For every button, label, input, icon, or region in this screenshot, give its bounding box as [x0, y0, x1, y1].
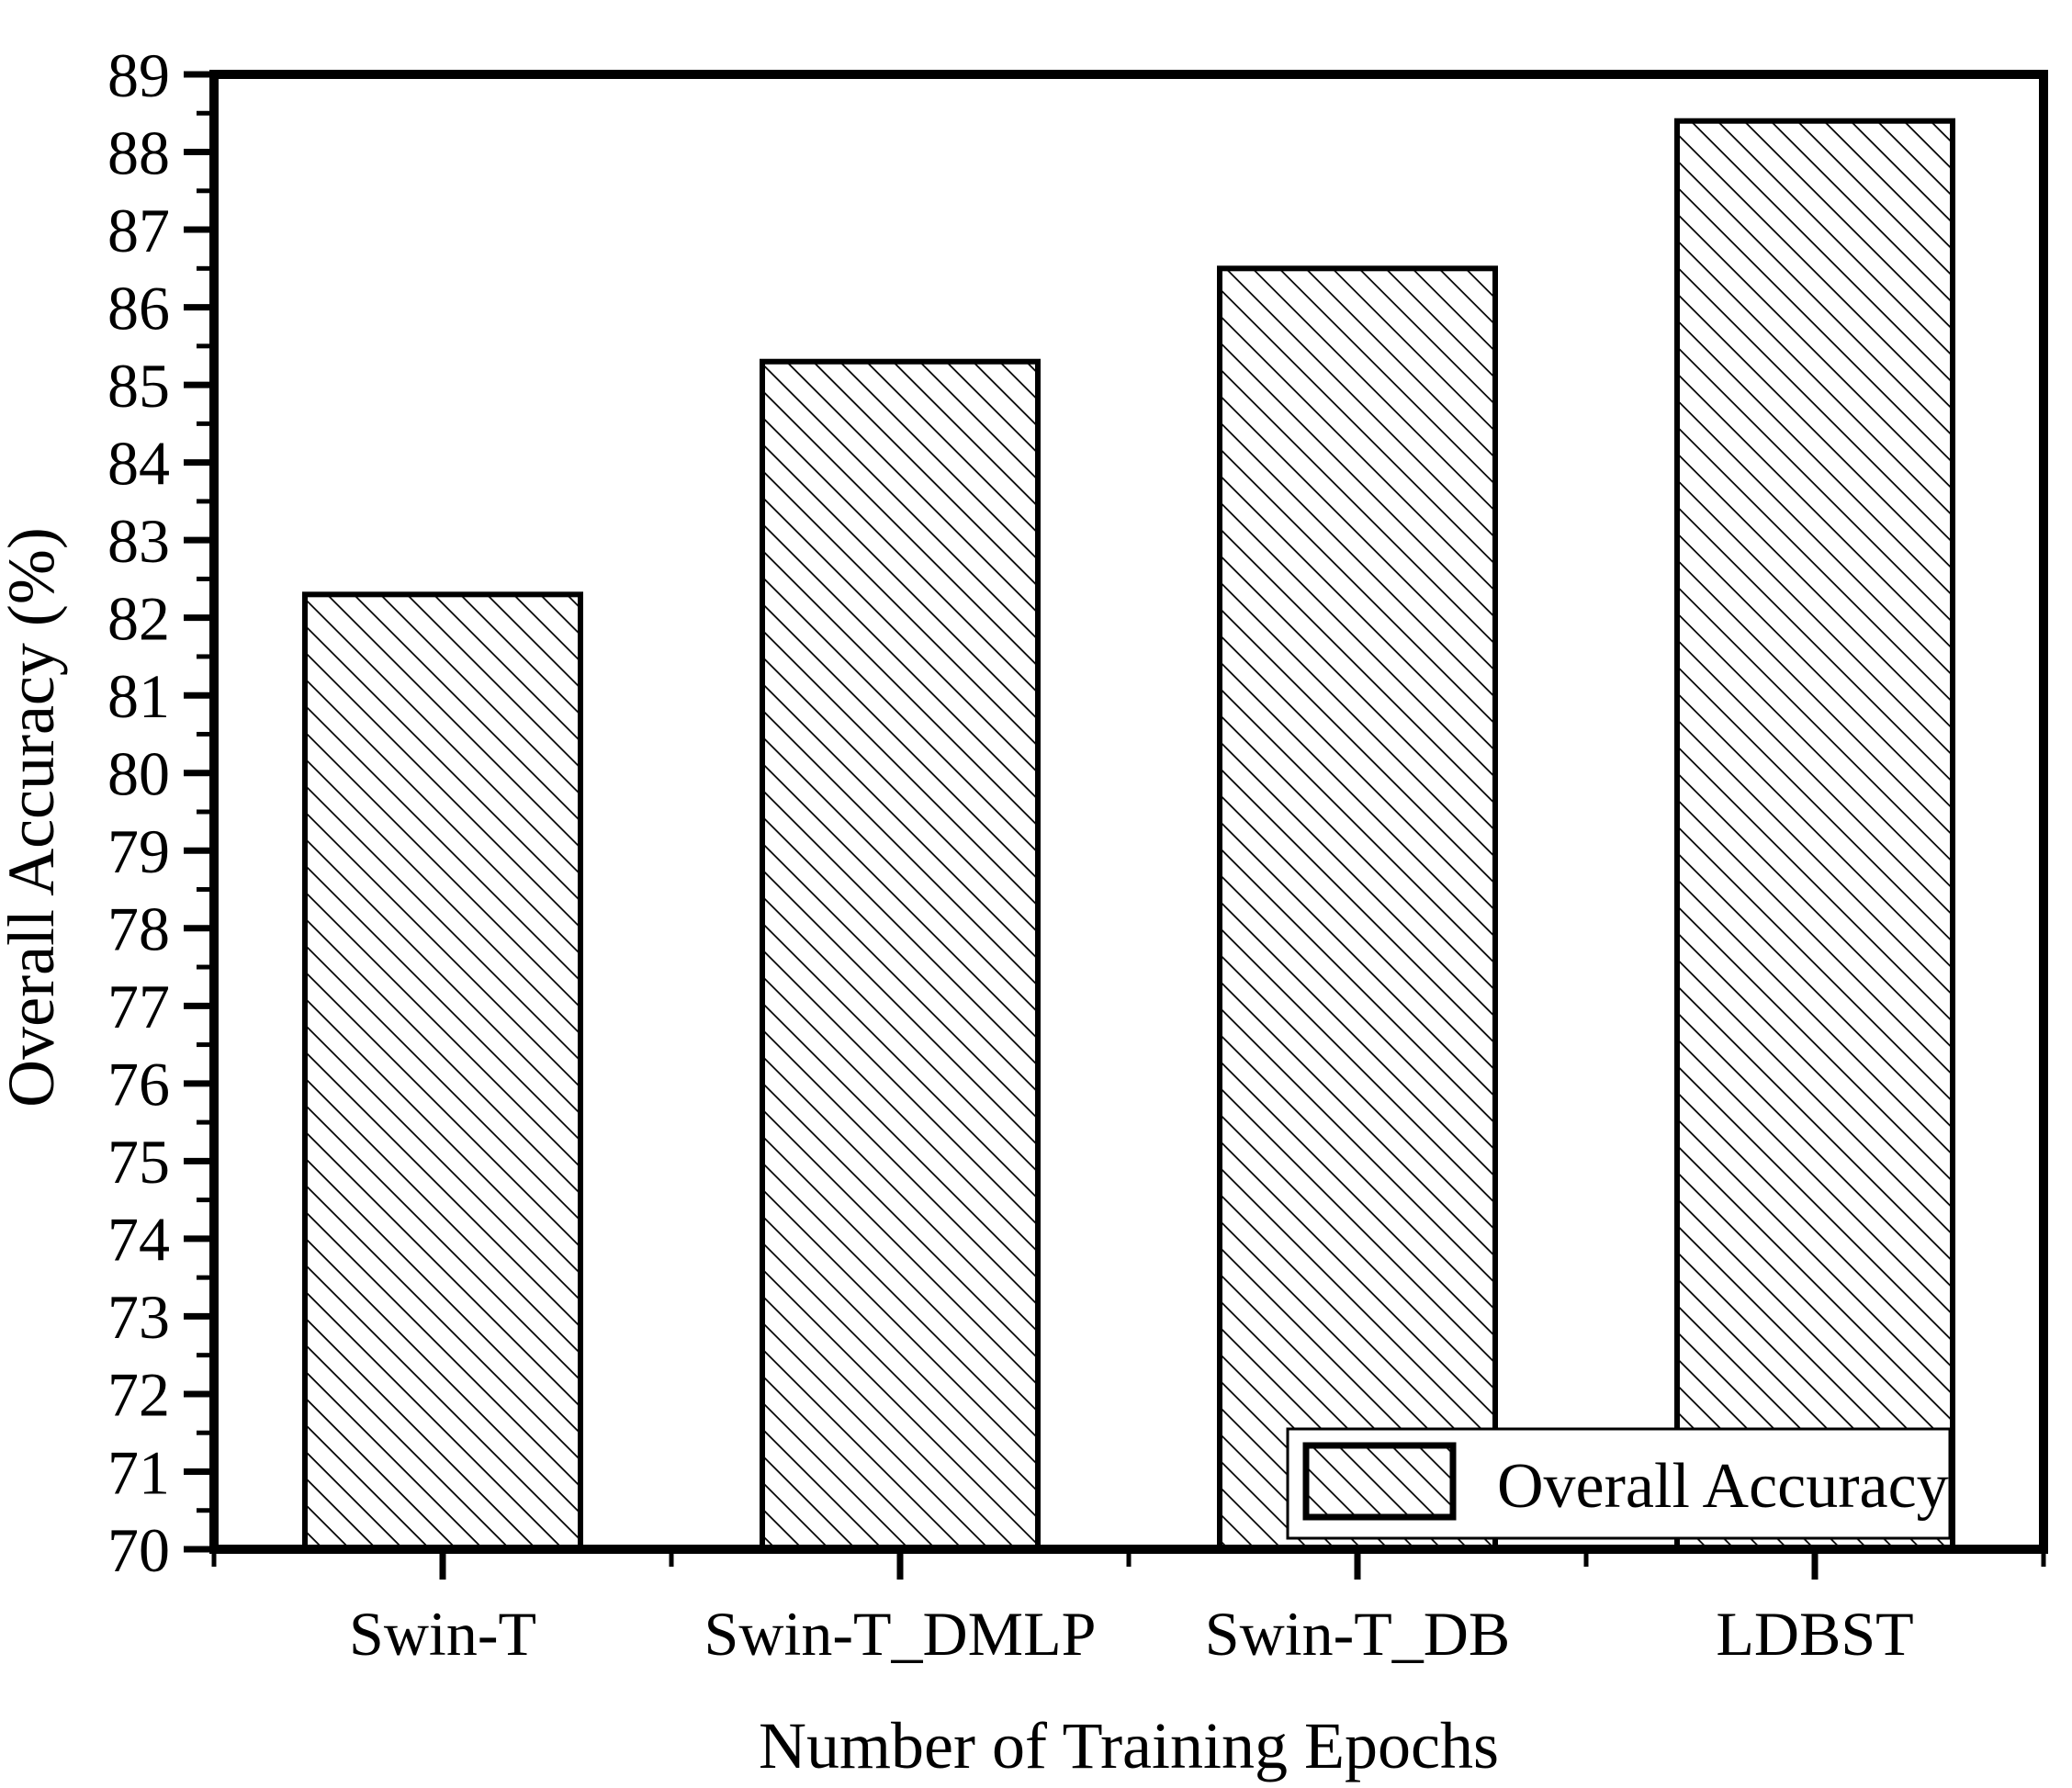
- y-tick-label-82: 82: [107, 583, 170, 653]
- bars-group: [302, 118, 1955, 1553]
- y-tick-label-87: 87: [107, 196, 170, 265]
- y-tick-label-71: 71: [107, 1437, 170, 1507]
- legend-swatch-hatch-icon: [1302, 1442, 1457, 1521]
- y-tick-label-84: 84: [107, 428, 170, 498]
- y-tick-label-88: 88: [107, 118, 170, 187]
- axes-group: [209, 70, 2048, 1554]
- bar-swin-t-db: [1217, 265, 1498, 1552]
- category-labels-group: Swin-T Swin-T_DMLP Swin-T_DB LDBST: [349, 1599, 1914, 1669]
- y-tick-label-78: 78: [107, 894, 170, 964]
- y-tick-label-76: 76: [107, 1050, 170, 1119]
- x-axis-title: Number of Training Epochs: [759, 1709, 1499, 1782]
- y-tick-label-81: 81: [107, 661, 170, 731]
- y-tick-label-83: 83: [107, 506, 170, 576]
- y-tick-label-70: 70: [107, 1515, 170, 1585]
- legend-label: Overall Accuracy: [1497, 1451, 1949, 1522]
- bar-swin-t-dmlp: [760, 358, 1041, 1553]
- y-tick-label-72: 72: [107, 1360, 170, 1430]
- y-tick-label-80: 80: [107, 739, 170, 809]
- category-label-swin-t: Swin-T: [349, 1599, 536, 1669]
- ticks-group: [184, 71, 2046, 1580]
- y-tick-label-79: 79: [107, 816, 170, 886]
- y-tick-label-73: 73: [107, 1282, 170, 1352]
- bar-swin-t: [302, 591, 583, 1552]
- y-tick-label-89: 89: [107, 40, 170, 110]
- y-tick-label-74: 74: [107, 1205, 170, 1275]
- y-tick-label-77: 77: [107, 972, 170, 1041]
- y-axis-title: Overall Accuracy (%): [0, 527, 68, 1108]
- category-label-ldbst: LDBST: [1716, 1599, 1913, 1669]
- category-label-swin-t-db: Swin-T_DB: [1205, 1599, 1510, 1669]
- y-tick-label-86: 86: [107, 273, 170, 343]
- legend: Overall Accuracy: [1286, 1427, 1952, 1540]
- plot-border: [209, 70, 2048, 1554]
- category-label-swin-t-dmlp: Swin-T_DMLP: [704, 1599, 1097, 1669]
- bar-ldbst: [1674, 118, 1955, 1552]
- y-tick-label-75: 75: [107, 1127, 170, 1197]
- y-tick-label-85: 85: [107, 351, 170, 421]
